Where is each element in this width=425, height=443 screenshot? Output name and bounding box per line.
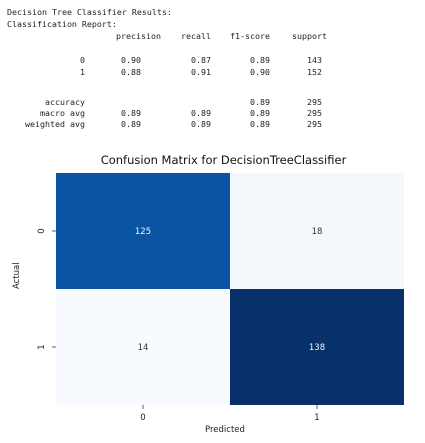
row-value: 0.91 [191, 67, 211, 77]
row-label: 1 [80, 67, 85, 77]
row-value: 0.89 [121, 119, 141, 129]
row-value: 0.89 [250, 97, 270, 107]
x-tick-label: 1 [314, 413, 319, 423]
heatmap-value-0-0: 125 [135, 227, 151, 237]
row-value: 0.90 [250, 67, 270, 77]
row-value: 295 [307, 119, 322, 129]
classification-report: Decision Tree Classifier Results: Classi… [7, 6, 417, 138]
report-title: Decision Tree Classifier Results: [7, 7, 172, 17]
row-label: weighted avg [25, 119, 85, 129]
report-subtitle: Classification Report: [7, 19, 117, 29]
y-tick-label: 1 [37, 344, 47, 349]
row-value: 0.89 [191, 108, 211, 118]
heatmap-value-0-1: 18 [312, 227, 323, 237]
row-value: 0.90 [121, 55, 141, 65]
chart-title: Confusion Matrix for DecisionTreeClassif… [100, 153, 347, 167]
heatmap-cell-1-0 [56, 289, 230, 405]
row-label: 0 [80, 55, 85, 65]
row-value: 143 [307, 55, 322, 65]
header-recall: recall [181, 31, 211, 41]
row-label: accuracy [45, 97, 85, 107]
report-table: precision recall f1-score support 0 0.90… [7, 30, 417, 138]
row-value: 0.89 [191, 119, 211, 129]
heatmap-cell-0-1 [230, 173, 404, 289]
row-value: 0.89 [121, 108, 141, 118]
heatmap-value-1-0: 14 [138, 343, 149, 353]
row-label: macro avg [40, 108, 85, 118]
header-support: support [292, 31, 327, 41]
row-value: 0.88 [121, 67, 141, 77]
x-axis-label: Predicted [205, 425, 245, 435]
heatmap-value-1-1: 138 [309, 343, 325, 353]
header-f1-score: f1-score [230, 31, 270, 41]
y-axis-label: Actual [12, 262, 22, 289]
row-value: 295 [307, 108, 322, 118]
header-precision: precision [116, 31, 161, 41]
row-value: 0.89 [250, 108, 270, 118]
y-tick-label: 0 [37, 228, 47, 233]
heatmap-cell-0-0 [56, 173, 230, 289]
x-tick-label: 0 [140, 413, 145, 423]
row-value: 0.89 [250, 119, 270, 129]
row-value: 152 [307, 67, 322, 77]
row-value: 0.87 [191, 55, 211, 65]
row-value: 0.89 [250, 55, 270, 65]
heatmap-cell-1-1 [230, 289, 404, 405]
row-value: 295 [307, 97, 322, 107]
